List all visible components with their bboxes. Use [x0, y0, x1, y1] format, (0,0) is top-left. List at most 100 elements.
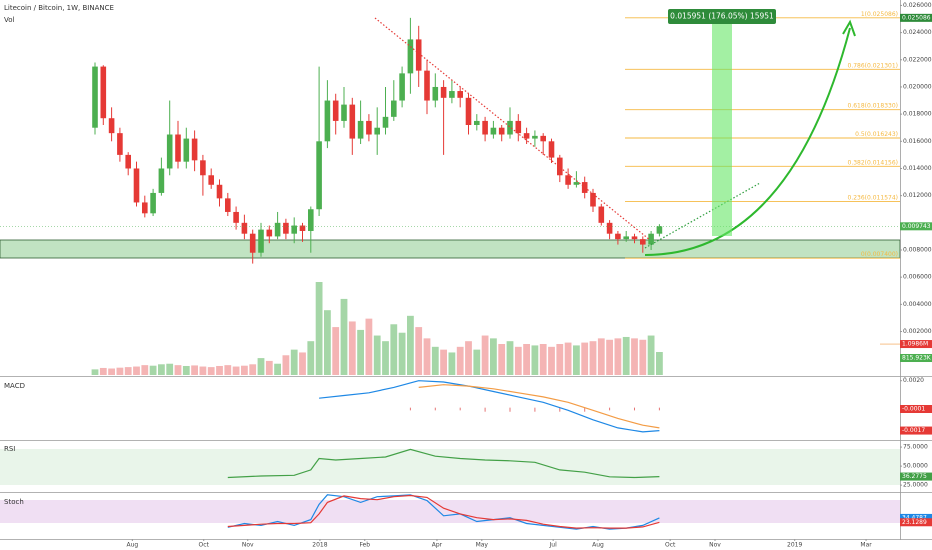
fib-label: 1(0.025086) — [861, 11, 898, 18]
indicator-line — [227, 494, 660, 529]
volume-bar — [589, 341, 597, 375]
rsi-band — [0, 449, 900, 485]
candle-body — [432, 86, 439, 101]
measure-label: 0.015951 (176.05%) 15951 — [670, 12, 774, 21]
chart-title: Litecoin / Bitcoin, 1W, BINANCE — [4, 4, 114, 12]
volume-bar — [340, 298, 348, 375]
volume-bar — [506, 341, 514, 375]
volume-bar — [631, 338, 638, 375]
candle-body — [191, 138, 198, 161]
candle-body — [449, 91, 455, 98]
volume-bar — [390, 324, 398, 375]
candle-body — [100, 66, 107, 119]
candle-body — [158, 168, 165, 193]
candle-body — [332, 100, 339, 121]
candle-body — [299, 225, 306, 231]
pane-title: RSI — [4, 445, 15, 453]
candle-body — [150, 192, 156, 214]
volume-bar — [573, 345, 580, 375]
value-tag — [900, 340, 932, 349]
pane-title: MACD — [4, 382, 25, 390]
candle-body — [565, 175, 571, 185]
time-tick-label: Jul — [549, 542, 558, 549]
value-tag — [900, 405, 932, 413]
y-tick-label: 0.008000 — [903, 247, 932, 254]
candle-body — [457, 91, 463, 98]
volume-bar — [99, 367, 107, 375]
candle-body — [391, 100, 397, 117]
projection-line — [644, 182, 761, 249]
indicator-line — [227, 448, 660, 479]
volume-bar — [199, 366, 207, 375]
volume-bar — [224, 365, 232, 375]
candle-body — [415, 39, 422, 71]
volume-bar — [116, 367, 124, 375]
volume-bar — [307, 341, 315, 375]
candle-body — [166, 134, 173, 169]
time-tick-label: Oct — [665, 542, 676, 549]
fib-label: 0.5(0.016243) — [855, 131, 898, 138]
candle-body — [424, 70, 430, 101]
value-tag — [900, 518, 932, 527]
fib-label: 0.618(0.018330) — [848, 103, 899, 110]
volume-bar — [324, 310, 331, 375]
time-tick-label: Mar — [860, 542, 872, 549]
candle-body — [316, 141, 322, 210]
candle-body — [324, 100, 331, 142]
volume-bar — [656, 352, 663, 375]
target-arrow — [644, 27, 851, 256]
candle-body — [175, 134, 181, 162]
candle-body — [249, 233, 256, 253]
y-tick-label: 75.0000 — [903, 444, 928, 451]
fib-label: 0.236(0.011574) — [848, 194, 899, 201]
support-zone — [0, 239, 901, 259]
candle-body — [465, 97, 472, 125]
time-tick-label: 2018 — [312, 542, 327, 549]
y-tick-label: 0.0020 — [903, 377, 924, 384]
value-tag-label: 0.009743 — [902, 223, 931, 230]
time-tick-label: Nov — [709, 542, 721, 549]
indicator-line — [319, 380, 660, 433]
candle-body — [498, 127, 505, 135]
fib-label: 0(0.007400) — [861, 251, 898, 258]
volume-bar — [141, 365, 149, 375]
fib-label: 0.786(0.021301) — [848, 62, 899, 69]
candle-body — [382, 116, 389, 128]
volume-bar — [91, 369, 99, 375]
volume-bar — [407, 315, 414, 375]
volume-bar — [124, 367, 132, 375]
time-tick-label: May — [476, 542, 489, 549]
value-tag — [900, 222, 932, 231]
time-tick-label: Apr — [432, 542, 443, 549]
pane-title: Stoch — [4, 498, 24, 506]
volume-bar — [564, 342, 572, 375]
candle-body — [515, 120, 522, 134]
time-tick-label: Feb — [359, 542, 370, 549]
candle-body — [623, 236, 629, 240]
volume-bar — [647, 335, 655, 375]
candle-body — [117, 133, 123, 155]
volume-bar — [257, 358, 265, 375]
volume-bar — [456, 346, 464, 375]
volume-title: Vol — [4, 16, 15, 24]
candle-body — [540, 135, 546, 142]
candle-body — [241, 222, 248, 234]
candle-body — [507, 120, 513, 135]
candle-body — [474, 120, 480, 125]
candle-body — [548, 141, 555, 158]
volume-bar — [332, 327, 340, 375]
volume-bar — [282, 355, 290, 375]
candle-body — [133, 168, 140, 203]
volume-bar — [249, 364, 257, 375]
arrow-head — [842, 19, 856, 37]
volume-bar — [465, 341, 472, 375]
candle-body — [648, 233, 654, 245]
candle-body — [615, 233, 621, 240]
y-tick-label: 0.026000 — [903, 2, 932, 9]
volume-bar — [166, 363, 174, 375]
candle-body — [274, 222, 281, 237]
volume-bar — [108, 368, 115, 375]
volume-bar — [597, 338, 605, 375]
value-tag-label: 0.025086 — [902, 14, 931, 21]
y-tick-label: 0.006000 — [903, 274, 932, 281]
